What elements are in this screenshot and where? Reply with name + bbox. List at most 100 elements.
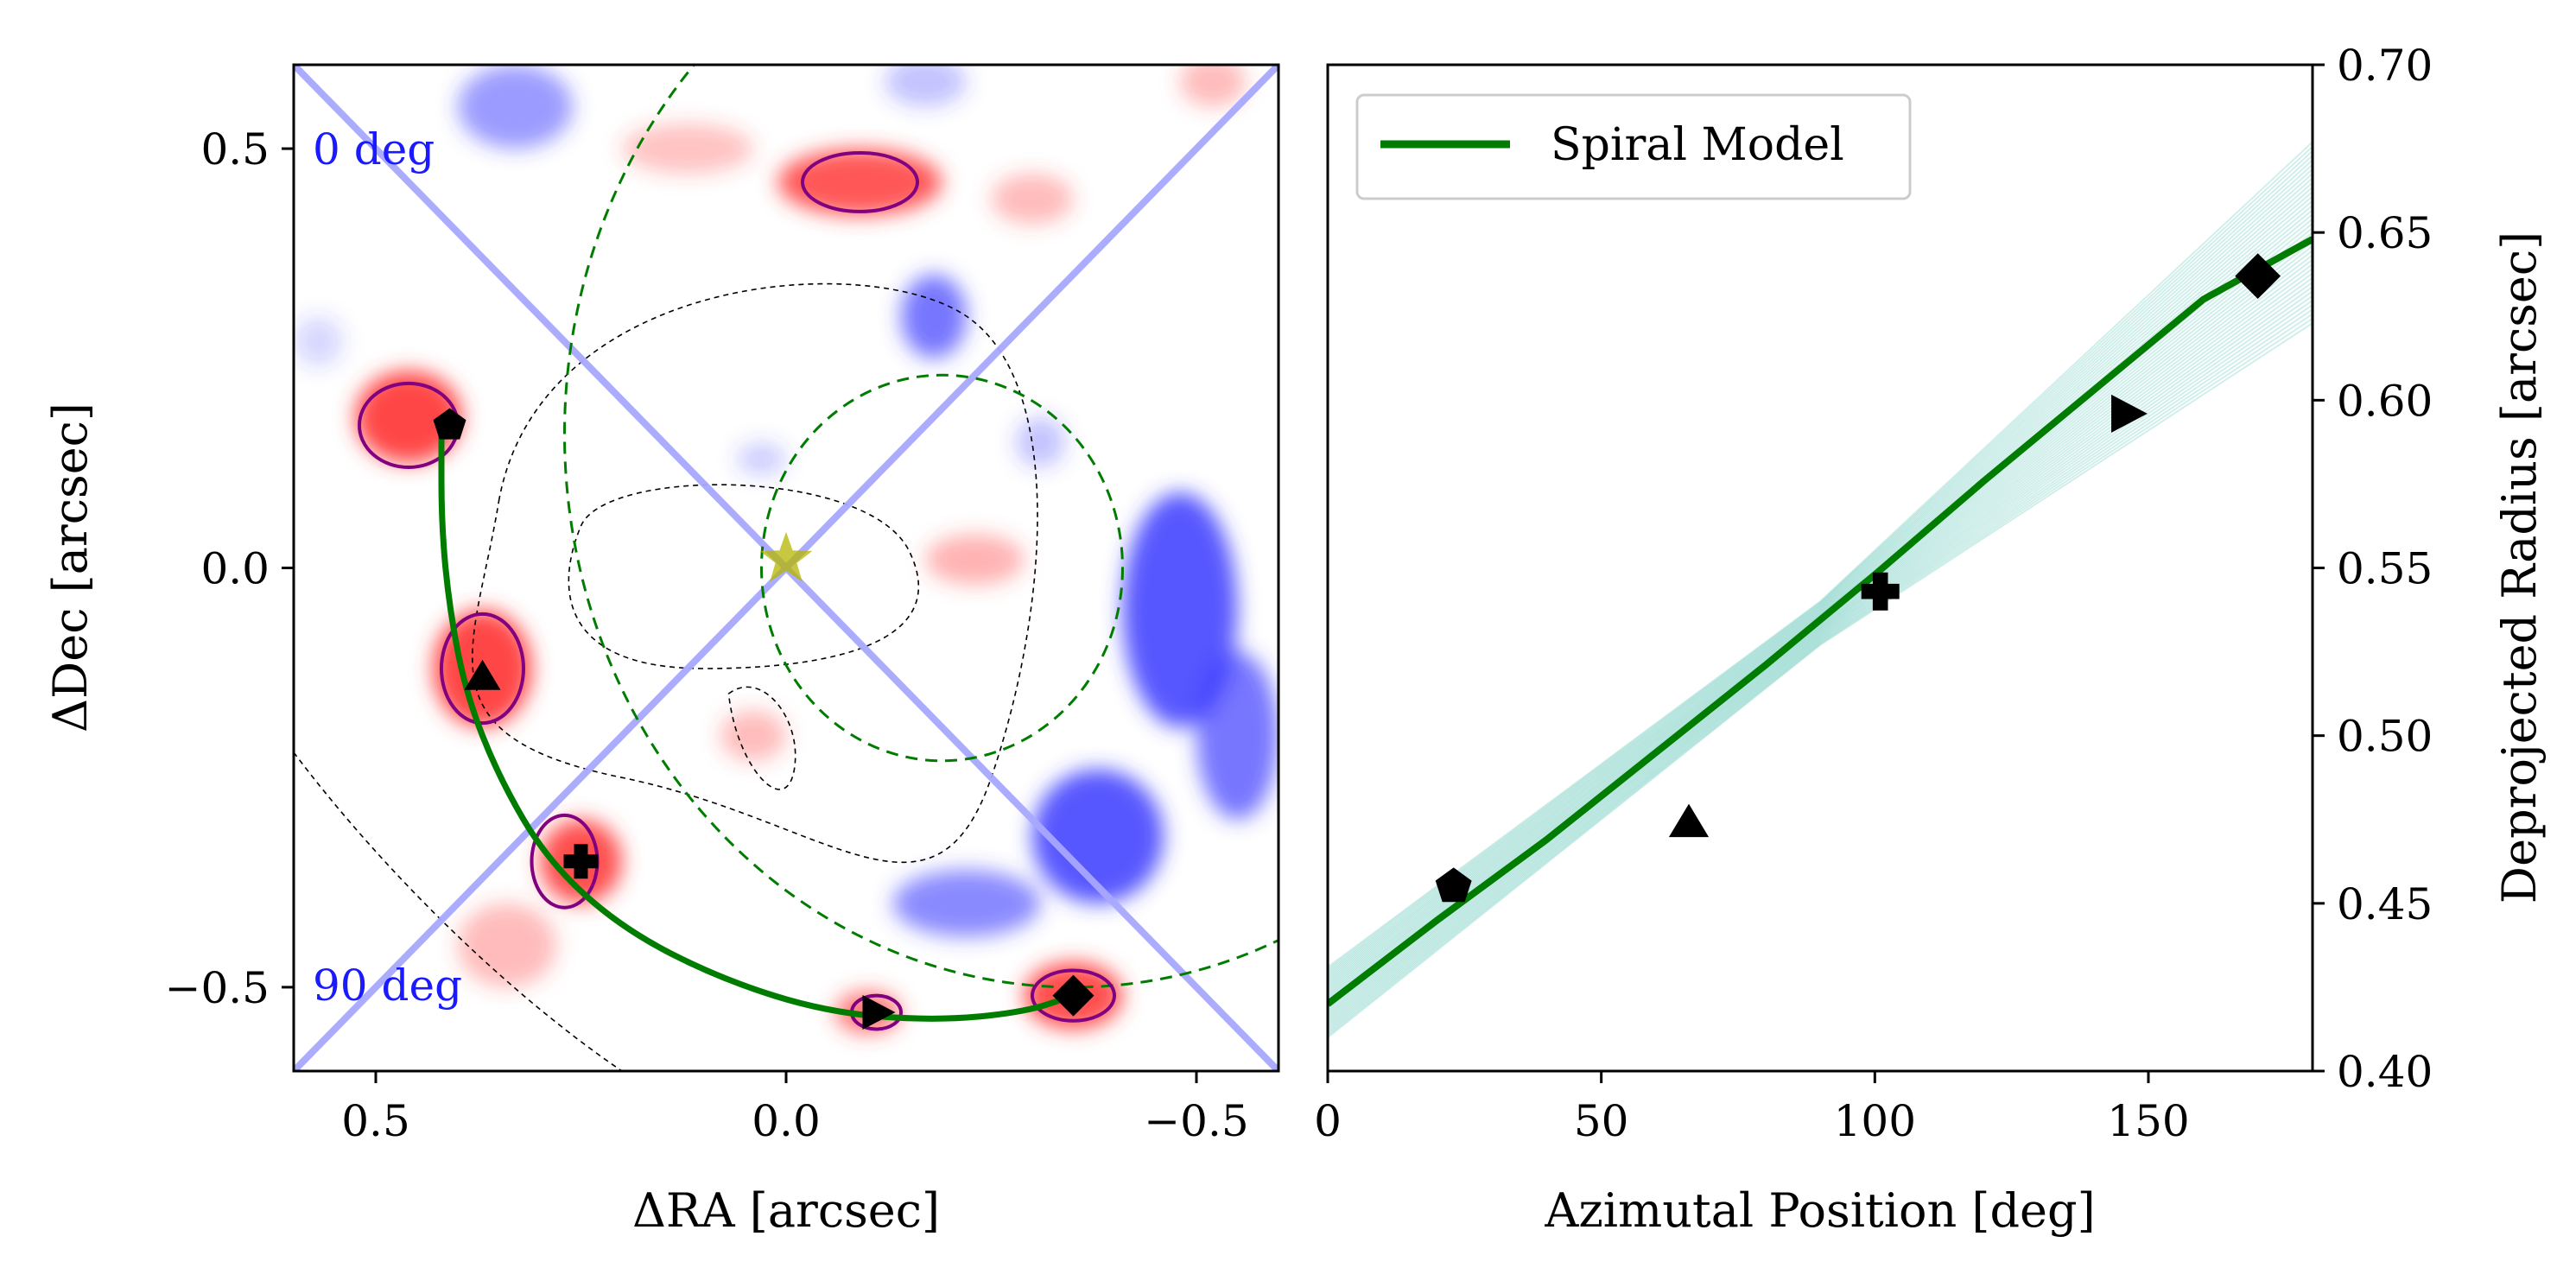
- x-tick-label: 0.5: [341, 1096, 410, 1146]
- measured-points: [1435, 253, 2281, 903]
- positive-residual-blob: [720, 710, 786, 761]
- y-tick-label: 0.45: [2337, 879, 2433, 929]
- right-x-axis-label: Azimutal Position [deg]: [1544, 1183, 2095, 1238]
- point-diamond: [2235, 253, 2281, 300]
- point-pentagon: [1435, 867, 1472, 903]
- positive-residual-blob: [1180, 65, 1246, 107]
- spiral-model-curve: [438, 434, 1075, 1022]
- x-tick-label: 100: [1834, 1096, 1916, 1146]
- spiral-model-series: [1328, 236, 2313, 1007]
- posterior-sample: [1328, 299, 2313, 1030]
- posterior-sample: [1328, 150, 2313, 972]
- x-tick-label: 50: [1574, 1096, 1629, 1146]
- point-triangle-right: [2111, 394, 2148, 433]
- negative-residual-blob: [1196, 651, 1278, 820]
- marker-triangle-up: [464, 659, 501, 690]
- positive-residual-blob: [777, 149, 942, 216]
- negative-residual-blob: [737, 441, 786, 476]
- purple-contour: [1031, 968, 1116, 1023]
- x-tick-label: 150: [2107, 1096, 2189, 1146]
- negative-residual-blob: [885, 65, 967, 107]
- purple-contour: [440, 612, 525, 726]
- posterior-sample: [1328, 141, 2313, 968]
- posterior-sample: [1328, 295, 2313, 1028]
- posterior-sample: [1328, 195, 2313, 989]
- contour-inner: [568, 484, 920, 669]
- marker-triangle-right: [862, 995, 896, 1030]
- negative-residual-blob: [1122, 492, 1238, 727]
- posterior-sample: [1328, 173, 2313, 980]
- posterior-sample: [1328, 181, 2313, 984]
- legend: Spiral Model: [1355, 93, 1912, 200]
- posterior-sample: [1328, 159, 2313, 975]
- negative-residual-blob: [294, 316, 343, 367]
- posterior-sample: [1328, 268, 2313, 1018]
- contour-edge: [294, 751, 623, 1071]
- negative-residual-blob: [458, 65, 573, 149]
- marker-diamond: [1052, 974, 1094, 1017]
- right-y-axis-label: Deprojected Radius [arcsec]: [2492, 231, 2547, 903]
- contour-outer: [472, 282, 1038, 864]
- posterior-sample: [1328, 258, 2313, 1014]
- negative-residual-blob: [1016, 416, 1065, 467]
- y-tick-label: −0.5: [165, 963, 270, 1013]
- positive-residual-blob: [458, 903, 556, 987]
- posterior-sample: [1328, 308, 2313, 1033]
- negative-residual-blob: [901, 274, 967, 358]
- dashed-ellipse-0: [760, 373, 1124, 763]
- marker-plus: [563, 844, 599, 879]
- x-tick-label: −0.5: [1144, 1096, 1248, 1146]
- posterior-sample: [1328, 313, 2313, 1035]
- residual-map-axes: 0.5 0.0 −0.5 0.5 0.0 −0.5: [165, 124, 1249, 1146]
- star-icon: [759, 531, 813, 582]
- legend-label: Spiral Model: [1551, 119, 1844, 171]
- contour-small: [727, 686, 796, 790]
- point-triangle-up: [1668, 803, 1710, 838]
- spiral-fit-background: [1328, 65, 2313, 1071]
- y-tick-label: 0.70: [2337, 41, 2433, 91]
- y-tick-label: 0.65: [2337, 208, 2433, 258]
- posterior-sample: [1328, 290, 2313, 1026]
- posterior-sample: [1328, 317, 2313, 1037]
- left-x-axis-label: ΔRA [arcsec]: [632, 1183, 940, 1238]
- y-tick-label: 0.0: [200, 544, 270, 594]
- posterior-sample: [1328, 177, 2313, 982]
- marker-pentagon: [433, 408, 466, 440]
- posterior-sample: [1328, 281, 2313, 1023]
- annotation-0-deg: 0 deg: [313, 124, 435, 174]
- posterior-sample: [1328, 168, 2313, 979]
- y-tick-label: 0.5: [200, 124, 270, 174]
- positive-residual-blob: [991, 174, 1074, 225]
- posterior-sample: [1328, 163, 2313, 977]
- x-tick-label: 0.0: [752, 1096, 821, 1146]
- negative-residual-blob: [892, 870, 1041, 937]
- y-tick-label: 0.40: [2337, 1047, 2433, 1097]
- spiral-model-line: [1328, 236, 2313, 1007]
- annotation-90-deg: 90 deg: [313, 960, 462, 1011]
- x-tick-label: 0: [1314, 1096, 1342, 1146]
- spiral-fit-panel: 0 50 100 150 0.40 0.45 0.50 0.55 0.60 0.65 0.70 Sp…: [1314, 41, 2547, 1238]
- posterior-sample: [1328, 276, 2313, 1021]
- posterior-sample: [1328, 263, 2313, 1016]
- point-plus: [1861, 572, 1900, 611]
- posterior-sample: [1328, 155, 2313, 973]
- posterior-sample: [1328, 304, 2313, 1031]
- posterior-sample: [1328, 322, 2313, 1038]
- residual-map-panel: 0.5 0.0 −0.5 0.5 0.0 −0.5 0 deg 90 deg ΔRA [a…: [43, 63, 1280, 1238]
- posterior-sample: [1328, 186, 2313, 986]
- posterior-sample: [1328, 286, 2313, 1024]
- y-tick-label: 0.55: [2337, 544, 2433, 594]
- y-tick-label: 0.50: [2337, 712, 2433, 762]
- positive-residual-blob: [355, 371, 462, 464]
- posterior-sample: [1328, 145, 2313, 970]
- residual-overlays: [294, 65, 1278, 1071]
- posterior-sample: [1328, 272, 2313, 1019]
- positive-residual-blob: [622, 123, 753, 174]
- positive-residual-blob: [925, 534, 1025, 585]
- purple-contour: [801, 150, 919, 213]
- posterior-sample: [1328, 191, 2313, 987]
- y-tick-label: 0.60: [2337, 376, 2433, 426]
- legend-box: [1355, 93, 1912, 200]
- spiral-fit-axes: 0 50 100 150 0.40 0.45 0.50 0.55 0.60 0.65 0.70: [1314, 41, 2433, 1146]
